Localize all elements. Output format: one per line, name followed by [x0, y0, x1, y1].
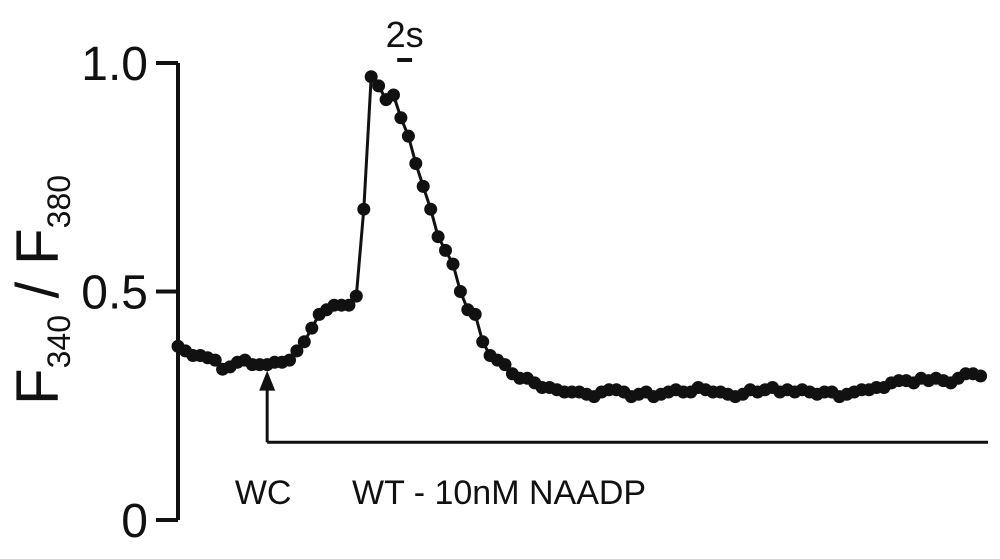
data-point-26	[364, 70, 378, 84]
y-label-sub-380: 380	[41, 175, 77, 228]
data-point-18	[305, 321, 319, 335]
data-point-33	[416, 179, 430, 193]
y-axis-title: F340 / F380	[4, 175, 77, 405]
y-label-f380: F	[4, 228, 71, 265]
data-point-44	[498, 358, 512, 372]
data-point-37	[446, 257, 460, 271]
wc-label: WC	[235, 474, 292, 512]
data-point-35	[431, 230, 445, 244]
wc-arrow-head	[259, 370, 276, 391]
y-label-sub-340: 340	[41, 315, 77, 368]
data-point-32	[409, 157, 423, 170]
data-point-29	[387, 88, 400, 102]
data-point-34	[424, 202, 438, 216]
data-point-24	[349, 289, 363, 303]
y-label-f340: F	[4, 368, 71, 405]
scale-bar-label: 2s	[386, 14, 424, 55]
y-label-separator: /	[4, 265, 71, 315]
data-point-36	[439, 243, 452, 257]
data-point-17	[297, 335, 311, 349]
plot-area	[171, 70, 988, 404]
data-point-30	[394, 111, 408, 125]
data-point-5	[208, 353, 222, 367]
data-point-108	[974, 369, 988, 383]
data-point-38	[453, 285, 467, 298]
y-axis-title-text: F340 / F380	[4, 175, 77, 405]
data-point-16	[290, 344, 304, 358]
data-point-15	[283, 353, 296, 367]
y-axis: 0 0.5 1.0	[81, 38, 180, 548]
data-point-40	[468, 307, 482, 321]
data-point-23	[342, 298, 356, 312]
annotations: WC WT - 10nM NAADP 2s	[235, 14, 988, 512]
y-tick-label-1: 0.5	[81, 267, 148, 320]
data-point-31	[401, 129, 415, 143]
y-tick-label-0: 0	[121, 495, 148, 548]
data-point-27	[372, 79, 386, 93]
data-point-25	[357, 202, 371, 216]
y-tick-label-2: 1.0	[81, 38, 148, 91]
condition-label: WT - 10nM NAADP	[352, 474, 646, 512]
data-point-41	[476, 335, 490, 349]
